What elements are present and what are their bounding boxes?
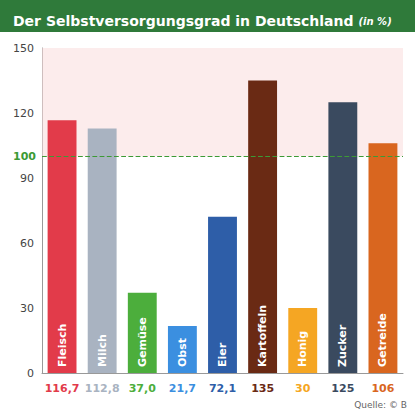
svg-text:Gemüse: Gemüse (136, 317, 149, 367)
svg-text:112,8: 112,8 (85, 382, 120, 395)
svg-text:0: 0 (27, 367, 34, 380)
svg-text:120: 120 (13, 107, 34, 120)
svg-text:Obst: Obst (176, 338, 189, 367)
svg-text:Der Selbstversorgungsgrad in D: Der Selbstversorgungsgrad in Deutschland (13, 13, 354, 29)
svg-text:Eier: Eier (216, 342, 229, 367)
svg-text:(in %): (in %) (359, 16, 392, 27)
svg-text:37,0: 37,0 (129, 382, 156, 395)
svg-text:150: 150 (13, 42, 34, 55)
svg-text:135: 135 (251, 382, 274, 395)
svg-text:Zucker: Zucker (336, 324, 349, 367)
svg-text:21,7: 21,7 (169, 382, 196, 395)
svg-text:Honig: Honig (296, 331, 309, 367)
svg-text:Kartoffeln: Kartoffeln (256, 305, 269, 367)
svg-text:Getreide: Getreide (376, 313, 389, 367)
svg-text:106: 106 (371, 382, 394, 395)
svg-text:125: 125 (331, 382, 354, 395)
svg-text:90: 90 (20, 172, 34, 185)
svg-text:72,1: 72,1 (209, 382, 236, 395)
svg-text:30: 30 (20, 302, 34, 315)
svg-text:100: 100 (13, 150, 36, 163)
svg-text:60: 60 (20, 237, 34, 250)
svg-text:116,7: 116,7 (45, 382, 80, 395)
svg-text:Quelle: © B: Quelle: © B (354, 400, 407, 410)
svg-text:Fleisch: Fleisch (56, 324, 69, 367)
svg-text:Milch: Milch (96, 334, 109, 367)
svg-text:30: 30 (295, 382, 311, 395)
